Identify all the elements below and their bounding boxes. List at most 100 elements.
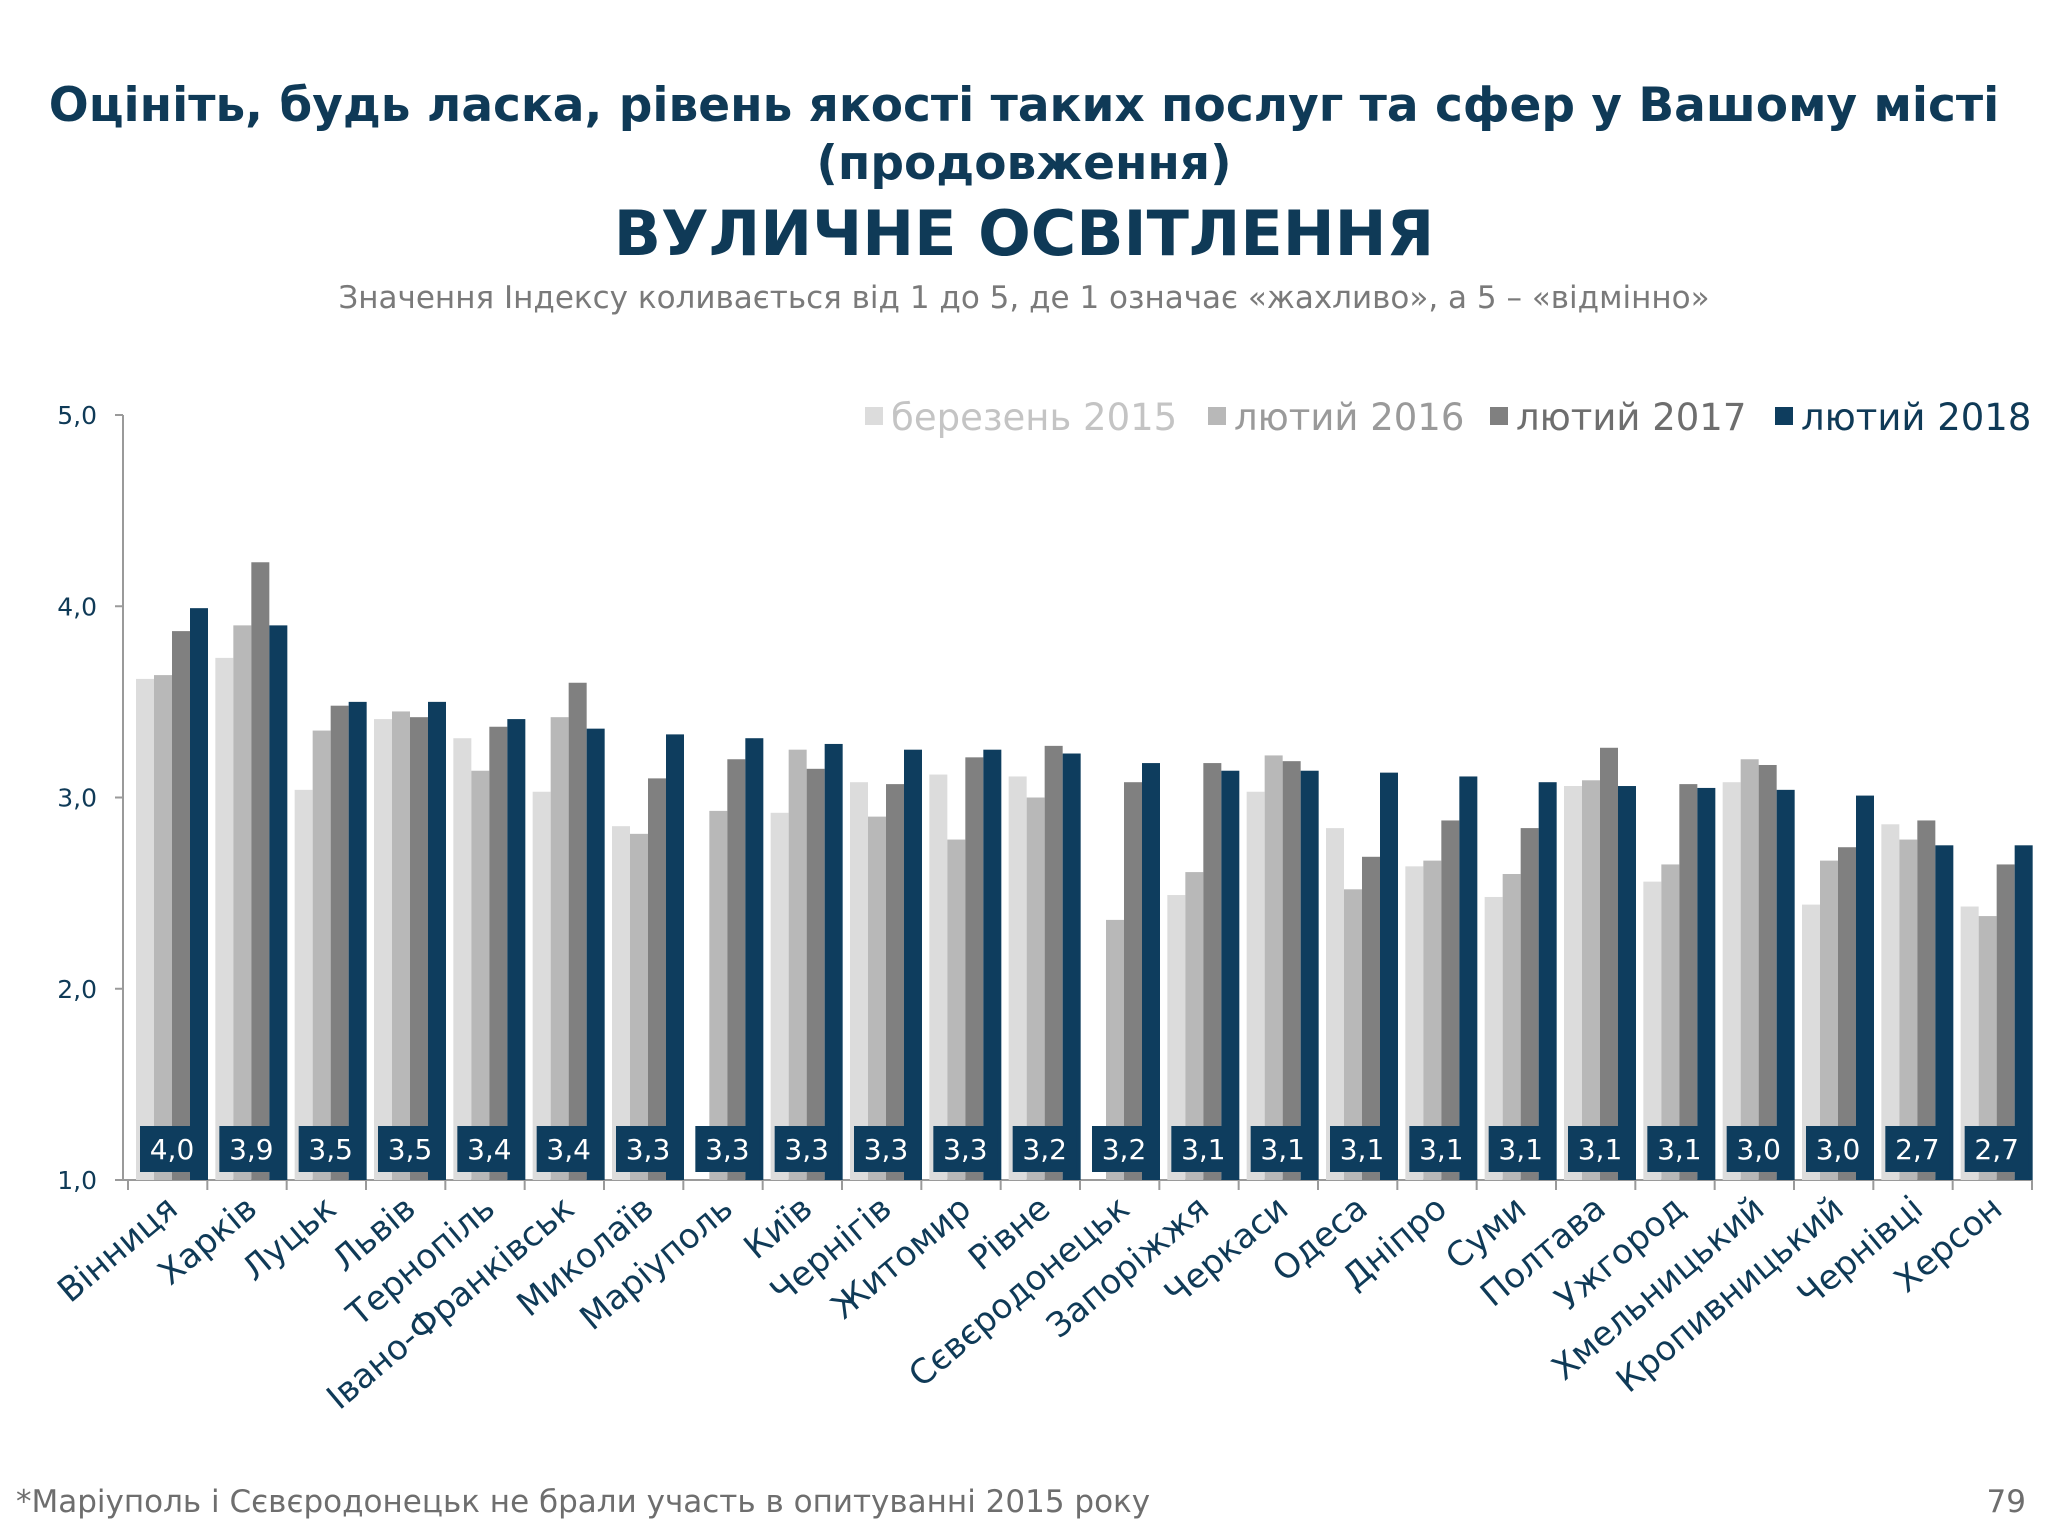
data-label: 3,1 (1498, 1133, 1543, 1166)
bar (886, 784, 904, 1180)
bar (1484, 896, 1503, 1180)
bar (1538, 782, 1557, 1180)
bar (215, 657, 234, 1180)
data-label-box (536, 1126, 601, 1172)
data-label: 3,0 (1816, 1133, 1861, 1166)
data-label-box (219, 1126, 284, 1172)
bar (1935, 845, 1954, 1180)
data-label: 3,3 (864, 1133, 909, 1166)
y-tick-label: 2,0 (57, 975, 97, 1004)
bar (1881, 824, 1900, 1180)
bar (630, 833, 648, 1180)
data-label: 3,4 (546, 1133, 591, 1166)
data-label: 3,1 (1419, 1133, 1464, 1166)
data-label-box (616, 1126, 680, 1172)
data-label: 3,3 (626, 1133, 671, 1166)
legend-label: лютий 2017 (1516, 396, 1746, 439)
bar (190, 608, 208, 1180)
bar (294, 789, 313, 1180)
data-label-box (1885, 1126, 1950, 1172)
bar (172, 631, 190, 1180)
data-label-box (1726, 1126, 1791, 1172)
data-label-box (1330, 1126, 1394, 1172)
bar (929, 774, 948, 1180)
bar (1802, 904, 1820, 1180)
y-tick-label: 5,0 (57, 401, 97, 430)
y-tick-label: 4,0 (57, 592, 97, 621)
legend-label: березень 2015 (891, 396, 1177, 439)
bar (392, 711, 410, 1180)
data-label-box (695, 1126, 760, 1172)
bar (1423, 860, 1442, 1180)
bar (1740, 759, 1759, 1180)
data-label-box (933, 1126, 998, 1172)
bar (806, 768, 825, 1180)
data-label-box (854, 1126, 918, 1172)
bar (1582, 780, 1600, 1180)
data-label-box (457, 1126, 522, 1172)
bar (1960, 906, 1979, 1180)
data-label: 3,0 (1736, 1133, 1781, 1166)
bar (1697, 787, 1716, 1180)
data-label-box (1409, 1126, 1474, 1172)
bar (330, 705, 349, 1180)
chart-title: ВУЛИЧНЕ ОСВІТЛЕННЯ (613, 197, 1435, 270)
legend-swatch (1208, 407, 1226, 425)
bar (1142, 763, 1160, 1180)
bar (1917, 820, 1936, 1180)
data-label-box (298, 1126, 363, 1172)
bar (1221, 770, 1240, 1180)
bar (453, 738, 472, 1180)
data-label: 2,7 (1974, 1133, 2019, 1166)
bar (586, 728, 605, 1180)
bar (1459, 776, 1478, 1180)
data-label-box (1806, 1126, 1870, 1172)
bar (374, 719, 392, 1180)
bar (770, 812, 789, 1180)
bar (1167, 895, 1186, 1180)
data-label-box (140, 1126, 204, 1172)
bar (1722, 782, 1741, 1180)
bar (1380, 772, 1398, 1180)
bar (788, 749, 807, 1180)
footnote: *Маріуполь і Сєвєродонецьк не брали учас… (16, 1484, 1151, 1520)
bar (550, 717, 569, 1180)
legend-swatch (1490, 407, 1508, 425)
bar (1362, 856, 1380, 1180)
bar (1618, 786, 1636, 1180)
data-label-box (1171, 1126, 1236, 1172)
data-label: 3,1 (1578, 1133, 1623, 1166)
data-label: 3,5 (388, 1133, 433, 1166)
data-label: 3,2 (1102, 1133, 1147, 1166)
bar (824, 743, 843, 1180)
bar (1441, 820, 1460, 1180)
bar (1520, 828, 1539, 1180)
data-label: 3,1 (1657, 1133, 1702, 1166)
data-label-box (1012, 1126, 1077, 1172)
bar (1899, 839, 1918, 1180)
data-label: 3,9 (229, 1133, 274, 1166)
bar (136, 678, 154, 1180)
bar (1344, 889, 1362, 1180)
bar (348, 701, 367, 1180)
data-label: 3,2 (1022, 1133, 1067, 1166)
bar (1838, 847, 1856, 1180)
bar (1978, 916, 1997, 1180)
bar (410, 717, 428, 1180)
bar (850, 782, 868, 1180)
bar (612, 826, 630, 1180)
bar (1203, 763, 1222, 1180)
bar (727, 759, 746, 1180)
bar (1600, 747, 1618, 1180)
bar (1326, 828, 1344, 1180)
bar (1405, 866, 1424, 1180)
bar (1564, 786, 1582, 1180)
data-label: 3,3 (784, 1133, 829, 1166)
bar (568, 682, 587, 1180)
bar (904, 749, 922, 1180)
bar (1776, 789, 1795, 1180)
bar (1026, 797, 1045, 1180)
legend-swatch (865, 407, 883, 425)
bar (471, 770, 490, 1180)
